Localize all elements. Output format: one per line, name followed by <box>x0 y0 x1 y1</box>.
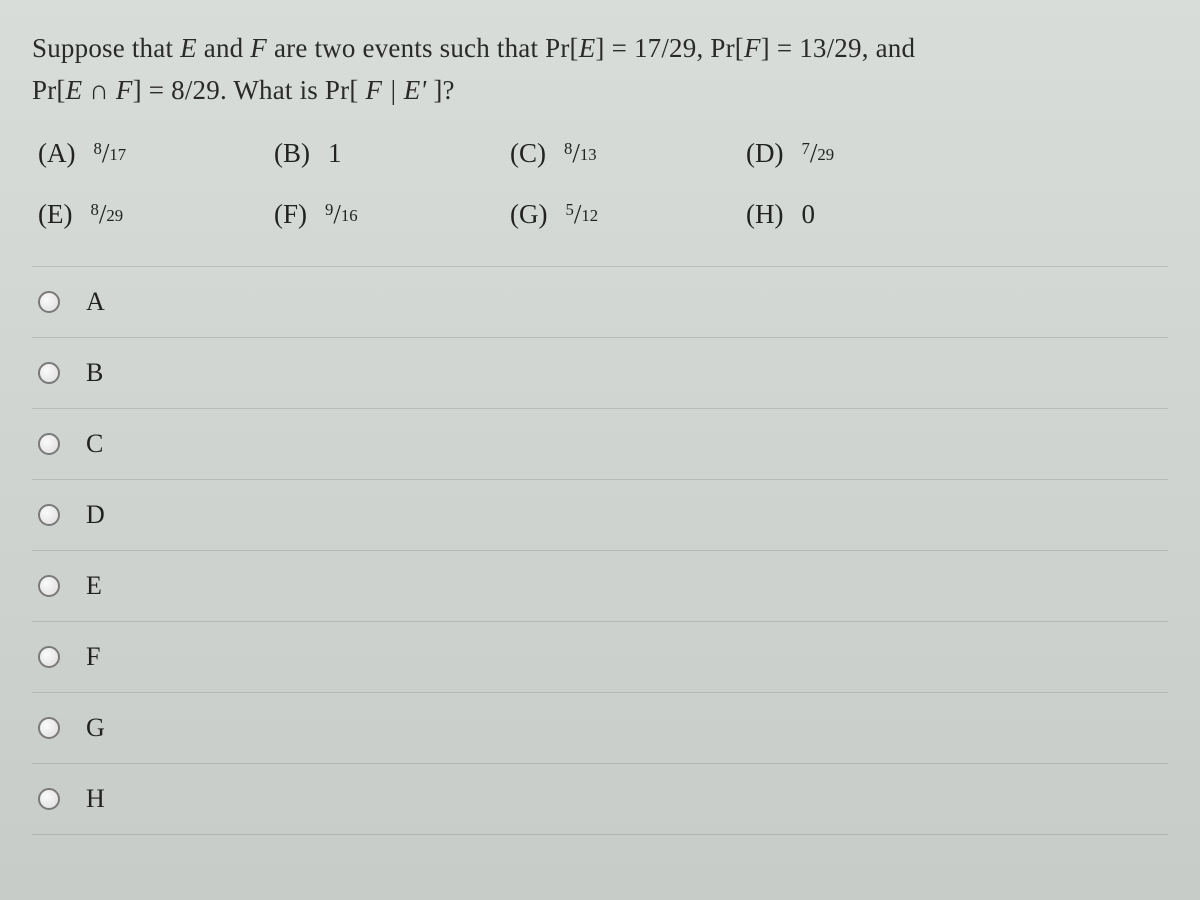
fraction-num: 9 <box>325 200 333 220</box>
answer-row-C[interactable]: C <box>32 409 1168 480</box>
radio-icon[interactable] <box>38 362 60 384</box>
option-row-2: (E) 8/29 (F) 9/16 (G) 5/12 (H) 0 <box>38 199 1168 230</box>
fraction-den: 17 <box>109 145 126 165</box>
answer-label: F <box>86 642 100 672</box>
radio-icon[interactable] <box>38 646 60 668</box>
q-text: , and <box>862 33 915 63</box>
q-text: Suppose that <box>32 33 180 63</box>
answer-list: A B C D E F G H <box>32 266 1168 835</box>
q-text: and <box>197 33 250 63</box>
option-key: (D) <box>746 138 783 169</box>
q-var-E2: E <box>579 33 596 63</box>
radio-icon[interactable] <box>38 575 60 597</box>
q-text: ]? <box>426 75 454 105</box>
q-var-F2: F <box>744 33 761 63</box>
q-var-F: F <box>250 33 267 63</box>
answer-row-A[interactable]: A <box>32 267 1168 338</box>
question-text: Suppose that E and F are two events such… <box>32 28 1168 112</box>
fraction-slash: / <box>333 199 341 230</box>
fraction-num: 7 <box>801 139 809 159</box>
radio-icon[interactable] <box>38 788 60 810</box>
q-ask-var: F | E' <box>365 75 426 105</box>
radio-icon[interactable] <box>38 291 60 313</box>
q-text: . What is Pr[ <box>220 75 366 105</box>
answer-row-B[interactable]: B <box>32 338 1168 409</box>
answer-label: H <box>86 784 105 814</box>
fraction-den: 16 <box>341 206 358 226</box>
answer-label: A <box>86 287 105 317</box>
option-key: (A) <box>38 138 75 169</box>
q-text: Pr[ <box>32 75 66 105</box>
option-F: (F) 9/16 <box>274 199 454 230</box>
option-G: (G) 5/12 <box>510 199 690 230</box>
answer-label: E <box>86 571 102 601</box>
radio-icon[interactable] <box>38 433 60 455</box>
option-key: (F) <box>274 199 307 230</box>
fraction-slash: / <box>99 199 107 230</box>
quiz-page: Suppose that E and F are two events such… <box>0 0 1200 900</box>
option-A: (A) 8/17 <box>38 138 218 169</box>
answer-label: G <box>86 713 105 743</box>
fraction-den: 29 <box>106 206 123 226</box>
q-expr-EnF: E ∩ F <box>66 75 133 105</box>
answer-row-D[interactable]: D <box>32 480 1168 551</box>
answer-row-E[interactable]: E <box>32 551 1168 622</box>
option-H: (H) 0 <box>746 199 926 230</box>
fraction-slash: / <box>574 199 582 230</box>
fraction-num: 8 <box>93 139 101 159</box>
fraction-slash: / <box>102 138 110 169</box>
fraction-num: 5 <box>565 200 573 220</box>
q-val-prE: 17/29 <box>634 33 697 63</box>
option-C: (C) 8/13 <box>510 138 690 169</box>
option-key: (C) <box>510 138 546 169</box>
fraction-den: 12 <box>581 206 598 226</box>
answer-label: D <box>86 500 105 530</box>
q-text: ] = <box>595 33 634 63</box>
q-text: ] = <box>761 33 800 63</box>
q-val-prF: 13/29 <box>799 33 862 63</box>
option-D: (D) 7/29 <box>746 138 926 169</box>
option-E: (E) 8/29 <box>38 199 218 230</box>
option-value: 0 <box>801 199 815 230</box>
option-key: (H) <box>746 199 783 230</box>
fraction-num: 8 <box>564 139 572 159</box>
radio-icon[interactable] <box>38 504 60 526</box>
q-text: are two events such that Pr[ <box>267 33 579 63</box>
fraction-den: 13 <box>580 145 597 165</box>
option-key: (E) <box>38 199 72 230</box>
option-key: (B) <box>274 138 310 169</box>
option-B: (B) 1 <box>274 138 454 169</box>
q-text: , Pr[ <box>696 33 744 63</box>
answer-row-G[interactable]: G <box>32 693 1168 764</box>
option-row-1: (A) 8/17 (B) 1 (C) 8/13 (D) 7/29 <box>38 138 1168 169</box>
q-val-prEnF: 8/29 <box>171 75 220 105</box>
answer-row-H[interactable]: H <box>32 764 1168 835</box>
options-block: (A) 8/17 (B) 1 (C) 8/13 (D) 7/29 (E) 8/2… <box>38 138 1168 230</box>
fraction-den: 29 <box>817 145 834 165</box>
radio-icon[interactable] <box>38 717 60 739</box>
answer-label: C <box>86 429 103 459</box>
fraction-slash: / <box>810 138 818 169</box>
fraction-slash: / <box>572 138 580 169</box>
answer-label: B <box>86 358 103 388</box>
answer-row-F[interactable]: F <box>32 622 1168 693</box>
fraction-num: 8 <box>90 200 98 220</box>
q-var-E: E <box>180 33 197 63</box>
q-text: ] = <box>133 75 172 105</box>
option-value: 1 <box>328 138 342 169</box>
option-key: (G) <box>510 199 547 230</box>
